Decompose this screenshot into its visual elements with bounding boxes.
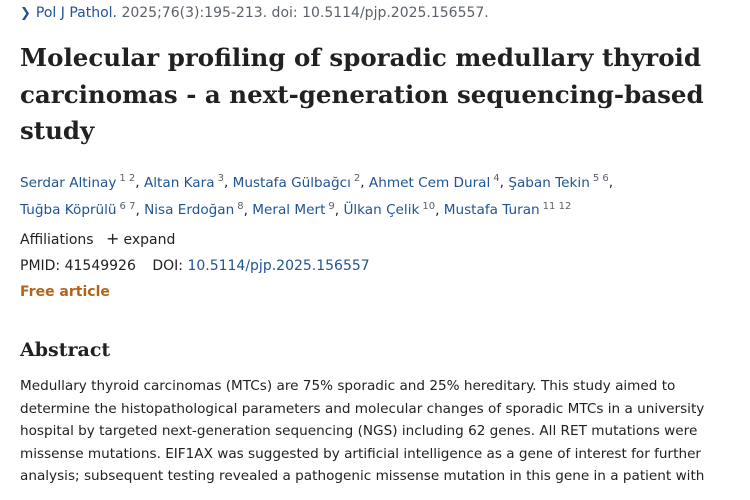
abstract-line: missense mutations. EIF1AX was suggested… bbox=[20, 445, 702, 462]
author-link[interactable]: Nisa Erdoğan 8 bbox=[144, 200, 244, 219]
abstract-text: Medullary thyroid carcinomas (MTCs) are … bbox=[20, 375, 732, 488]
title-line: carcinomas - a next-generation sequencin… bbox=[20, 79, 704, 109]
author-affiliation-sup[interactable]: 9 bbox=[328, 200, 335, 212]
author-link[interactable]: Tuğba Köprülü 6 7 bbox=[20, 200, 136, 219]
author-link[interactable]: Şaban Tekin 5 6 bbox=[508, 173, 609, 191]
pmid-value: 41549926 bbox=[64, 258, 136, 274]
author-affiliation-sup[interactable]: 1 2 bbox=[119, 173, 136, 184]
doi-label: DOI: bbox=[152, 258, 183, 274]
title-line: Molecular profiling of sporadic medullar… bbox=[20, 43, 701, 72]
plus-icon: + bbox=[106, 229, 120, 248]
expand-affiliations-button[interactable]: + expand bbox=[106, 229, 176, 248]
author-affiliation-sup[interactable]: 5 6 bbox=[592, 173, 609, 184]
citation-line: ❯ Pol J Pathol. 2025;76(3):195-213. doi: … bbox=[20, 4, 489, 23]
author-link[interactable]: Serdar Altinay 1 2 bbox=[20, 173, 136, 191]
title-line: study bbox=[20, 116, 95, 145]
author-affiliation-sup[interactable]: 6 7 bbox=[119, 200, 136, 212]
identifiers-row: PMID: 41549926 DOI: 10.5114/pjp.2025.156… bbox=[20, 256, 370, 276]
author-link[interactable]: Meral Mert 9 bbox=[252, 200, 335, 219]
citation-details: 2025;76(3):195-213. doi: 10.5114/pjp.202… bbox=[121, 5, 489, 21]
abstract-heading: Abstract bbox=[20, 339, 111, 361]
author-link[interactable]: Mustafa Turan 11 12 bbox=[443, 200, 572, 219]
pmid-label: PMID: bbox=[20, 258, 61, 274]
abstract-line: Medullary thyroid carcinomas (MTCs) are … bbox=[20, 378, 676, 394]
free-article-badge: Free article bbox=[20, 284, 110, 300]
author-link[interactable]: Altan Kara 3 bbox=[143, 173, 224, 191]
abstract-line: determine the histopathological paramete… bbox=[20, 400, 705, 417]
author-affiliation-sup[interactable]: 10 bbox=[422, 200, 436, 212]
author-list: Serdar Altinay 1 2, Altan Kara 3, Mustafa … bbox=[20, 173, 614, 219]
chevron-right-icon[interactable]: ❯ bbox=[20, 6, 31, 21]
abstract-line: analysis; subsequent testing revealed a … bbox=[20, 468, 705, 485]
author-affiliation-sup[interactable]: 4 bbox=[493, 173, 500, 184]
author-affiliation-sup[interactable]: 8 bbox=[237, 200, 244, 212]
author-link[interactable]: Ahmet Cem Dural 4 bbox=[368, 173, 500, 191]
affiliations-label: Affiliations bbox=[20, 232, 94, 248]
journal-link[interactable]: Pol J Pathol. bbox=[35, 5, 117, 21]
expand-label: expand bbox=[123, 232, 176, 248]
article-title: Molecular profiling of sporadic medullar… bbox=[20, 40, 732, 150]
doi-link[interactable]: 10.5114/pjp.2025.156557 bbox=[187, 258, 370, 274]
affiliations-row: Affiliations + expand bbox=[20, 229, 175, 250]
author-link[interactable]: Mustafa Gülbağcı 2 bbox=[232, 173, 361, 191]
author-link[interactable]: Ülkan Çelik 10 bbox=[343, 200, 436, 219]
abstract-line: hospital by targeted next-generation seq… bbox=[20, 423, 698, 440]
author-affiliation-sup[interactable]: 3 bbox=[217, 173, 224, 184]
author-affiliation-sup[interactable]: 11 12 bbox=[542, 200, 572, 212]
author-affiliation-sup[interactable]: 2 bbox=[353, 173, 361, 184]
